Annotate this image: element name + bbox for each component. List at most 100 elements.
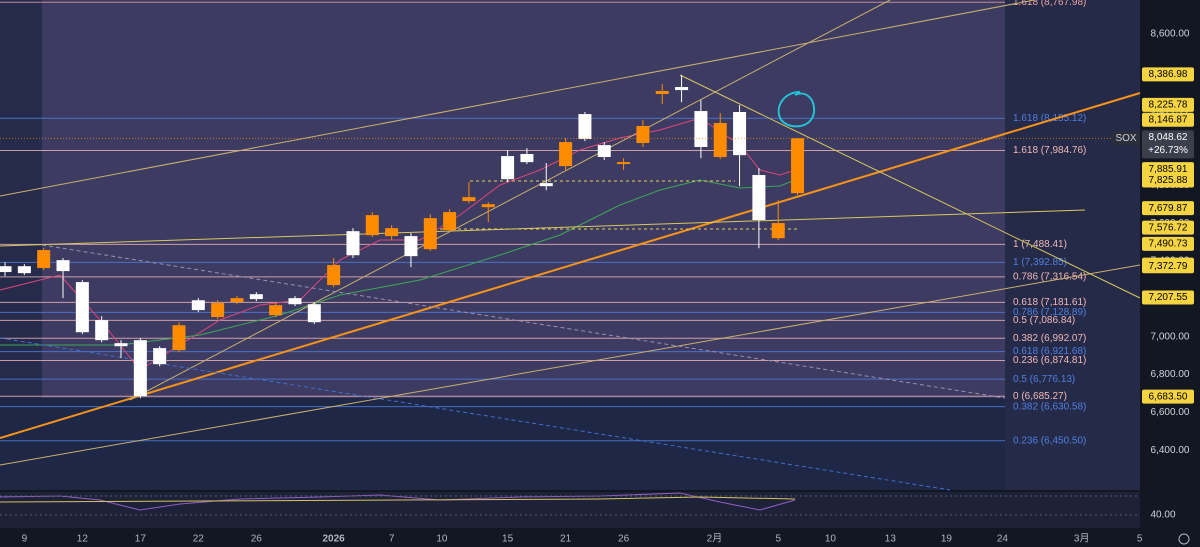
price-label: 7,490.73	[1149, 239, 1188, 250]
x-tick-label: 17	[135, 534, 147, 545]
candle-body	[752, 175, 766, 221]
symbol-box	[1112, 131, 1140, 146]
candle-body	[133, 340, 147, 397]
candle-body	[423, 218, 437, 250]
indicator-tick: 40.00	[1150, 510, 1175, 521]
candle-body	[404, 236, 418, 257]
price-label: 8,225.78	[1149, 99, 1188, 110]
candle-body	[501, 156, 515, 180]
candle-body	[37, 250, 51, 269]
x-tick-label: 15	[502, 534, 514, 545]
candle-body	[791, 138, 805, 194]
y-tick-label: 6,400.00	[1151, 445, 1190, 456]
candle-body	[733, 112, 747, 156]
price-label: 6,683.50	[1149, 391, 1188, 402]
y-tick-label: 6,800.00	[1151, 369, 1190, 380]
price-label-box	[1142, 97, 1194, 112]
x-tick-label: 3月	[1074, 533, 1090, 545]
dashed-line	[0, 337, 951, 491]
y-tick-label: 6,600.00	[1151, 407, 1190, 418]
x-tick-label: 5	[775, 534, 781, 545]
x-tick-label: 10	[825, 534, 837, 545]
x-tick-label: 19	[941, 534, 953, 545]
trendline	[679, 74, 1141, 299]
ma-pink	[0, 117, 796, 371]
price-label-box	[1142, 290, 1194, 305]
fib-label: 0.236 (6,450.50)	[1013, 435, 1086, 446]
candle-body	[17, 266, 31, 274]
price-label-box	[1142, 162, 1194, 177]
fib-label: 0.382 (6,630.58)	[1013, 401, 1086, 412]
candle-body	[269, 305, 283, 316]
x-tick-label: 10	[436, 534, 448, 545]
trendline	[0, 209, 1086, 247]
candle-body	[365, 215, 379, 236]
price-label: 7,885.91	[1149, 164, 1188, 175]
fib-label: 1.618 (8,767.98)	[1013, 0, 1086, 8]
candle-body	[578, 114, 592, 140]
fib-label: 0.382 (6,992.07)	[1013, 333, 1086, 344]
candle-body	[636, 126, 650, 144]
trendline	[0, 264, 1141, 466]
candle-body	[771, 223, 785, 239]
candle-body	[95, 320, 109, 341]
x-tick-label: 22	[193, 534, 205, 545]
price-label: 7,576.72	[1149, 222, 1188, 233]
price-label-box	[1142, 67, 1194, 82]
price-label-box	[1142, 389, 1194, 404]
settings-icon[interactable]	[1178, 533, 1190, 545]
price-label-box	[1142, 259, 1194, 274]
fib-zone	[42, 0, 1005, 398]
trendline	[0, 92, 1141, 439]
candle-body	[443, 212, 457, 231]
fib-label: 0.618 (7,181.61)	[1013, 297, 1086, 308]
price-label: 7,372.79	[1149, 261, 1188, 272]
x-tick-label: 2026	[323, 534, 346, 545]
fib-label: 0.786 (7,128.89)	[1013, 307, 1086, 318]
candle-body	[114, 343, 128, 347]
candle-body	[230, 298, 244, 303]
x-tick-label: 24	[997, 534, 1009, 545]
fib-label: 0 (6,685.27)	[1013, 391, 1067, 402]
right-zone	[1005, 0, 1140, 490]
indicator-pane	[0, 492, 1140, 528]
x-tick-label: 26	[251, 534, 263, 545]
candle-body	[249, 294, 263, 300]
candle-body	[675, 87, 689, 91]
price-label: 7,825.88	[1149, 175, 1188, 186]
candle-body	[211, 303, 225, 318]
candle-body	[172, 325, 186, 351]
candle-body	[346, 231, 360, 256]
hand-circle	[777, 91, 816, 128]
candle-body	[288, 298, 302, 305]
candle-body	[655, 91, 669, 95]
candle-body	[539, 183, 553, 187]
price-label-box	[1142, 236, 1194, 251]
candle-body	[462, 197, 476, 202]
fib-label: 1 (7,488.41)	[1013, 239, 1067, 250]
dashed-line	[41, 244, 1006, 399]
candle-body	[520, 154, 534, 163]
candle-body	[385, 228, 399, 237]
candle-body	[597, 145, 611, 158]
trendline	[0, 0, 1038, 197]
candle-body	[75, 282, 89, 333]
price-label: 7,207.55	[1149, 292, 1188, 303]
candle-body	[713, 122, 727, 158]
candle-body	[307, 304, 321, 323]
candle-body	[327, 265, 341, 286]
candle-body	[559, 142, 573, 167]
fib-label: 0.618 (6,921.68)	[1013, 346, 1086, 357]
x-tick-label: 26	[618, 534, 630, 545]
price-label-box	[1142, 201, 1194, 216]
symbol: SOX	[1115, 133, 1136, 144]
candle-body	[481, 204, 495, 208]
price-label-box	[1142, 112, 1194, 127]
x-tick-label: 21	[560, 534, 572, 545]
x-tick-label: 5	[1137, 534, 1143, 545]
price-label-box	[1142, 173, 1194, 188]
last-price-box	[1142, 130, 1194, 159]
candle-body	[191, 300, 205, 311]
fib-label: 0.786 (7,316.54)	[1013, 272, 1086, 283]
